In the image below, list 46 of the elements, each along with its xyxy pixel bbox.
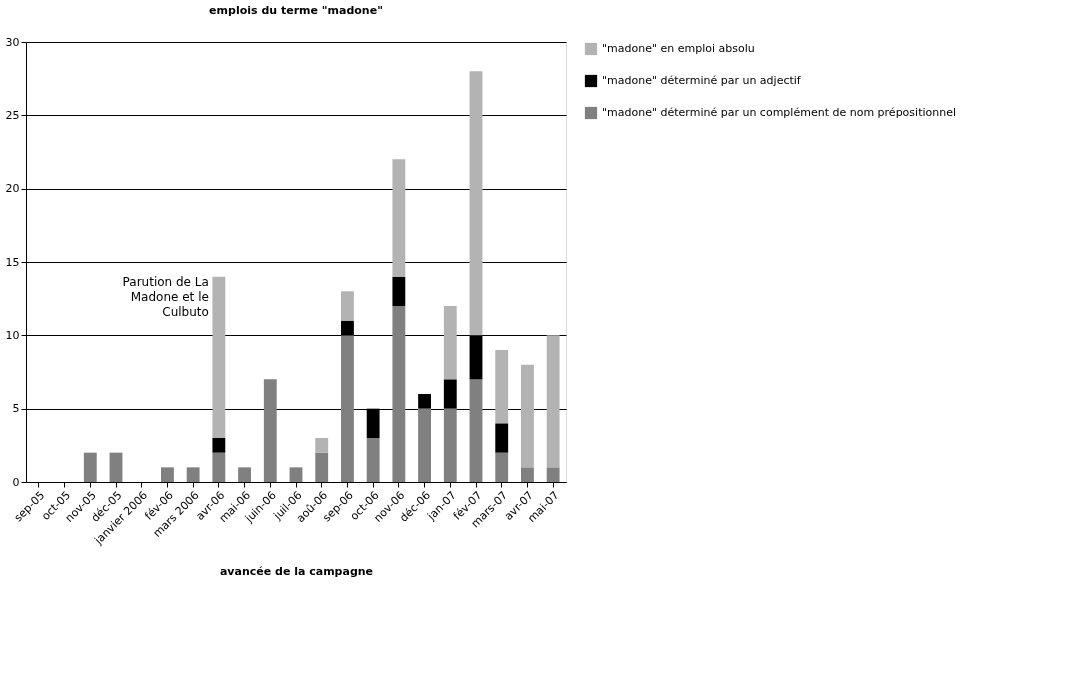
bar	[212, 438, 226, 453]
bar	[443, 408, 457, 482]
legend-label: "madone" déterminé par un adjectif	[602, 74, 802, 87]
bar	[161, 467, 174, 482]
bar	[109, 452, 123, 482]
bar	[443, 306, 457, 380]
bar	[469, 379, 483, 482]
bar	[289, 467, 303, 482]
bar	[521, 364, 534, 468]
legend-label: "madone" en emploi absolu	[602, 42, 755, 55]
bar	[212, 452, 226, 482]
bar	[418, 408, 431, 482]
y-tick-label: 5	[12, 402, 20, 416]
bar	[392, 159, 406, 277]
y-tick-label: 30	[5, 35, 20, 49]
bar	[495, 350, 509, 424]
bar	[315, 452, 329, 482]
bar	[495, 452, 509, 482]
bar	[186, 467, 200, 482]
annotation: Parution de La Madone et le Culbuto	[122, 274, 209, 319]
x-axis-title: avancée de la campagne	[219, 565, 374, 579]
bar	[366, 438, 380, 482]
bar	[212, 276, 226, 438]
legend-label: "madone" déterminé par un complément de nom prépositionnel	[602, 106, 956, 119]
bar	[341, 335, 354, 482]
y-tick-label: 10	[5, 328, 20, 342]
chart-title: emplois du terme "madone"	[209, 4, 383, 17]
bar	[341, 291, 354, 321]
bar	[469, 71, 483, 336]
bar	[495, 423, 509, 453]
bar	[341, 320, 354, 336]
bar	[521, 467, 534, 482]
bar	[443, 379, 457, 409]
bar	[83, 452, 97, 482]
bar	[418, 394, 431, 409]
y-tick-label: 0	[12, 475, 20, 489]
bar	[546, 335, 560, 468]
y-tick-label: 20	[5, 182, 20, 196]
bar	[546, 467, 560, 482]
bar	[315, 438, 329, 453]
bar	[392, 276, 406, 306]
bar	[392, 306, 406, 482]
bar	[263, 379, 277, 482]
bar	[238, 467, 251, 482]
y-tick-label: 15	[5, 255, 20, 269]
y-tick-label: 25	[5, 108, 20, 122]
